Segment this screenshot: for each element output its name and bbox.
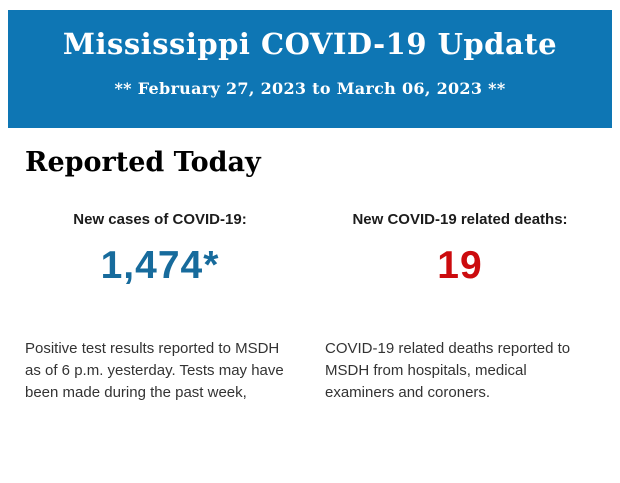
stat-new-cases: New cases of COVID-19: 1,474* Positive t… bbox=[25, 211, 295, 404]
main-content: Reported Today New cases of COVID-19: 1,… bbox=[0, 147, 620, 404]
page-title: Mississippi COVID-19 Update bbox=[62, 27, 558, 61]
date-range: ** February 27, 2023 to March 06, 2023 *… bbox=[114, 79, 506, 98]
new-deaths-label: New COVID-19 related deaths: bbox=[352, 211, 568, 228]
new-deaths-value: 19 bbox=[437, 244, 483, 287]
new-cases-value: 1,474* bbox=[100, 244, 220, 287]
header-banner: Mississippi COVID-19 Update ** February … bbox=[8, 10, 612, 128]
new-deaths-description: COVID-19 related deaths reported to MSDH… bbox=[325, 340, 571, 401]
stats-grid: New cases of COVID-19: 1,474* Positive t… bbox=[25, 211, 595, 404]
new-cases-label: New cases of COVID-19: bbox=[73, 211, 247, 228]
new-cases-description: Positive test results reported to MSDH a… bbox=[25, 340, 284, 401]
section-heading: Reported Today bbox=[25, 147, 261, 178]
stat-new-deaths: New COVID-19 related deaths: 19 COVID-19… bbox=[325, 211, 595, 404]
